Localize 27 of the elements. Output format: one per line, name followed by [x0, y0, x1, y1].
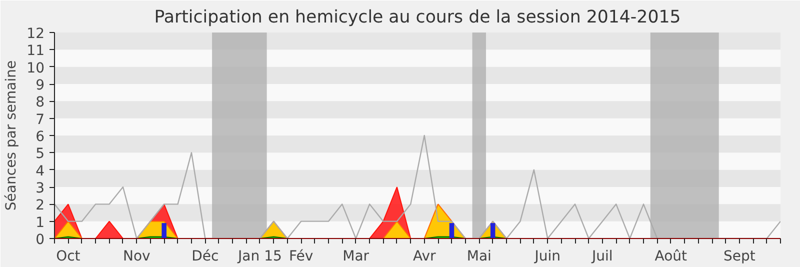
x-tick-label: Mar: [342, 248, 370, 264]
y-tick-label: 6: [36, 129, 45, 145]
x-tick-label: Mai: [466, 248, 492, 264]
x-tick-label: Oct: [56, 248, 81, 264]
y-tick-label: 11: [26, 43, 45, 60]
y-tick-label: 3: [36, 180, 45, 196]
x-tick-label: Juil: [591, 248, 613, 264]
x-tick-label: Juin: [534, 248, 561, 264]
x-tick-label: Jan 15: [237, 248, 282, 264]
x-tick-label: Avr: [412, 248, 436, 264]
y-tick-label: 5: [36, 146, 45, 162]
x-tick-label: Fév: [288, 248, 314, 264]
y-tick-label: 0: [36, 232, 45, 248]
x-tick-label: Sept: [723, 248, 756, 264]
y-axis-title: Séances par semaine: [4, 60, 20, 211]
y-tick-label: 2: [36, 198, 45, 214]
x-tick-label: Déc: [192, 248, 219, 264]
chart-title: Participation en hemicycle au cours de la session 2014-2015: [154, 8, 681, 28]
y-tick-label: 12: [26, 26, 45, 42]
y-tick-label: 1: [36, 214, 45, 231]
y-tick-label: 8: [36, 94, 45, 111]
y-tick-label: 4: [36, 163, 45, 180]
x-tick-label: Août: [654, 248, 688, 264]
y-tick-label: 9: [36, 78, 45, 94]
y-tick-label: 10: [26, 60, 45, 76]
x-tick-label: Nov: [123, 248, 150, 264]
y-tick-label: 7: [36, 112, 45, 128]
